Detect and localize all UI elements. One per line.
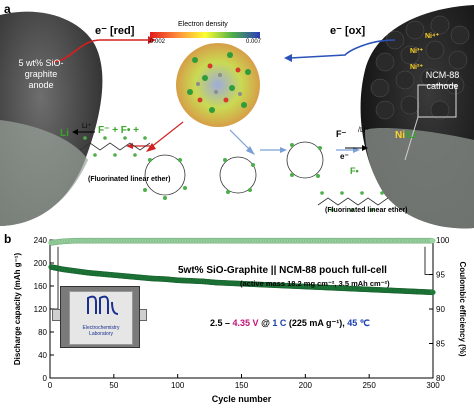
cathode-label-line-2: cathode [426, 81, 459, 91]
efficiency-point [430, 238, 436, 244]
ring-molecule-1 [144, 154, 186, 196]
y-tick-label: 160 [34, 282, 48, 291]
cond-rate: 1 C [272, 318, 287, 328]
x-axis-label: Cycle number [212, 394, 272, 404]
f-minus-right: F⁻ [336, 129, 347, 139]
blue-oxidation-arrow [289, 39, 396, 59]
right-linear-ether-chain [317, 197, 389, 206]
ni4-label: Ni⁴⁺ [425, 33, 440, 40]
density-colorbar [150, 32, 260, 38]
cathode-label: NCM-88 cathode [415, 70, 470, 92]
electron-density-molecule [176, 43, 260, 127]
anode-label: 5 wt% SiO- graphite anode [6, 58, 76, 91]
pouch-label: Electrochemistry Laboratory [69, 291, 133, 345]
e-ox-label: e⁻ [ox] [330, 25, 366, 37]
li-left-label: Li [60, 128, 69, 139]
density-max: 0.007 [246, 39, 262, 45]
cond-voltage: 4.35 V [232, 318, 259, 328]
cond-range: 2.5 – [210, 318, 233, 328]
anode-label-line-3: anode [28, 80, 54, 90]
efficiency-axis-arrow [424, 246, 431, 275]
y2-tick-label: 80 [436, 374, 445, 383]
cathode-label-line-1: NCM-88 [425, 70, 460, 80]
y-tick-label: 40 [38, 351, 47, 360]
x-tick-label: 250 [362, 381, 376, 390]
panel-a-label: a [4, 2, 11, 16]
capacity-point [430, 289, 436, 295]
left-linear-ether-chain [79, 142, 151, 151]
y2-tick-label: 95 [436, 271, 445, 280]
x-tick-label: 150 [235, 381, 249, 390]
panel-a-illustration [0, 5, 474, 229]
x-tick-label: 200 [299, 381, 313, 390]
right-ether-caption: (Fluorinated linear ether) [325, 207, 408, 214]
f-dot-label: F• [350, 166, 359, 176]
y2-axis-label: Coulombic efficiency (%) [458, 261, 467, 356]
ring-molecule-2 [219, 156, 257, 194]
ni3-label: Ni³⁺ [410, 48, 424, 55]
y-tick-label: 120 [34, 305, 48, 314]
ni-li-label: Ni/Li [395, 130, 417, 141]
f-equation: F⁻ + F• + [98, 125, 140, 136]
cond-at: @ [258, 318, 273, 328]
red-reduction-arrow [51, 39, 148, 63]
x-tick-label: 300 [426, 381, 440, 390]
y2-tick-label: 90 [436, 305, 445, 314]
chart-title: 5wt% SiO-Graphite || NCM-88 pouch full-c… [178, 265, 387, 276]
cathode-zoom-box [417, 84, 457, 118]
li-plus-label: Li⁺ [82, 123, 92, 130]
cathode-particle [360, 5, 474, 229]
anode-particle [0, 11, 103, 226]
lab-name: Electrochemistry Laboratory [82, 325, 120, 337]
li-slash-label: /Li⁺ [358, 127, 370, 134]
pouch-cell-photo: Electrochemistry Laboratory [60, 286, 140, 348]
ring-molecule-3 [286, 141, 324, 179]
y-tick-label: 200 [34, 259, 48, 268]
panel-b-label: b [4, 232, 12, 246]
y2-tick-label: 100 [436, 236, 450, 245]
anode-label-line-1: 5 wt% SiO- [18, 58, 64, 68]
anode-label-line-2: graphite [24, 69, 58, 79]
ni-part: Ni [395, 130, 405, 141]
chart-subtitle: (active mass 18.2 mg cm⁻², 3.5 mAh cm⁻²) [240, 279, 390, 288]
lab-logo [87, 295, 119, 315]
left-ether-caption: (Fluorinated linear ether) [88, 176, 171, 183]
y-axis-label: Discharge capacity (mAh g⁻¹) [13, 253, 22, 366]
cycling-conditions: 2.5 – 4.35 V @ 1 C (225 mA g⁻¹), 45 ℃ [210, 318, 370, 329]
capacity-axis-arrow [52, 246, 59, 310]
e-red-label: e⁻ [red] [95, 25, 135, 37]
density-min: -0.002 [148, 39, 166, 45]
e-minus-label: e⁻ [340, 152, 349, 161]
density-title: Electron density [178, 21, 228, 28]
cond-current: (225 mA g⁻¹), [286, 318, 348, 328]
li-part: /Li [405, 130, 417, 141]
y-tick-label: 240 [34, 236, 48, 245]
y2-tick-label: 85 [436, 340, 445, 349]
x-tick-label: 50 [109, 381, 118, 390]
y-tick-label: 0 [43, 374, 48, 383]
ni2-label: Ni²⁺ [410, 64, 424, 71]
y-tick-label: 80 [38, 328, 47, 337]
x-tick-label: 0 [48, 381, 53, 390]
x-tick-label: 100 [171, 381, 185, 390]
cycling-chart: 0 50 100 150 200 250 300 0 40 80 120 160 200 240 80 85 9… [13, 236, 467, 404]
cond-temp: 45 ℃ [347, 318, 370, 328]
